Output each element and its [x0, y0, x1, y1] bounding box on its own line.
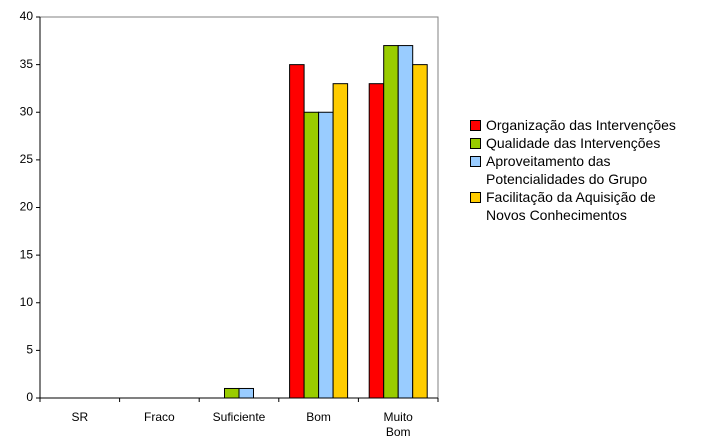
bar: [318, 111, 334, 399]
y-tick-label: 20: [20, 200, 34, 214]
bar: [368, 83, 385, 399]
legend-swatch: [470, 192, 481, 203]
legend-swatch: [470, 156, 481, 167]
x-tick-label: Fraco: [144, 410, 175, 424]
bar: [289, 64, 305, 399]
bar: [224, 387, 240, 399]
bar: [332, 83, 349, 399]
legend-label: Organização das Intervenções: [486, 117, 676, 133]
bar: [383, 45, 399, 399]
legend: Organização das Intervenções Qualidade da…: [470, 116, 695, 224]
x-tick-label: Muito Bom: [383, 410, 413, 439]
x-tick-label: Suficiente: [212, 410, 266, 424]
bar: [238, 387, 254, 399]
bar: [303, 111, 320, 399]
y-tick-label: 5: [26, 343, 33, 357]
y-tick-label: 15: [20, 247, 34, 261]
legend-label: Qualidade das Intervenções: [486, 135, 661, 151]
y-tick-label: 10: [20, 295, 34, 309]
x-tick-label: SR: [71, 410, 89, 424]
y-tick-label: 35: [20, 57, 34, 71]
legend-item: Aproveitamento das Potencialidades do Gr…: [470, 152, 695, 188]
y-tick-label: 0: [26, 390, 33, 404]
y-tick-label: 30: [20, 104, 34, 118]
y-tick-label: 40: [20, 9, 34, 23]
legend-item: Facilitação da Aquisição de Novos Conhec…: [470, 188, 695, 224]
legend-swatch: [470, 138, 481, 149]
y-tick-label: 25: [20, 152, 34, 166]
bar: [412, 64, 428, 399]
legend-label: Aproveitamento das Potencialidades do Gr…: [486, 153, 648, 187]
legend-label: Facilitação da Aquisição de Novos Conhec…: [486, 189, 656, 223]
legend-swatch: [470, 120, 481, 131]
legend-item: Qualidade das Intervenções: [470, 134, 695, 152]
bar: [397, 45, 414, 399]
x-tick-label: Bom: [306, 410, 331, 424]
legend-item: Organização das Intervenções: [470, 116, 695, 134]
